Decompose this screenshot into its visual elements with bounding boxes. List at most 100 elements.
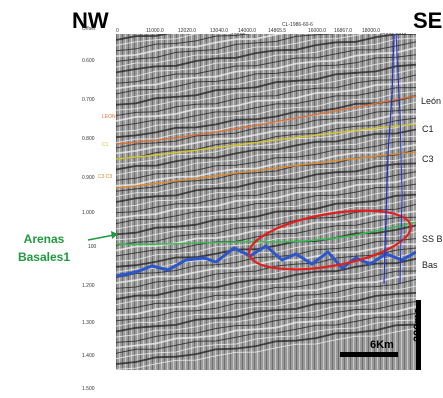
reflector: [116, 117, 416, 160]
reflector: [116, 68, 416, 111]
reflector: [116, 37, 416, 79]
reflector: [116, 128, 416, 171]
reflector: [116, 144, 416, 187]
reflector: [116, 140, 416, 181]
leon-mini-label: LEON: [102, 114, 116, 120]
c3-mini-label: C3 C3: [98, 174, 113, 180]
anomaly-ellipse: [248, 209, 412, 271]
reflector: [116, 216, 416, 257]
reflector: [116, 270, 416, 311]
reflector: [116, 122, 416, 165]
reflector: [116, 81, 416, 122]
reflector: [116, 193, 416, 236]
reflector: [116, 74, 416, 117]
arenas-arrow: [87, 231, 118, 241]
reflector-bands: [116, 34, 416, 370]
reflector: [116, 231, 416, 273]
time-tick: 0.900: [82, 175, 95, 181]
c3-horizon-line: [116, 151, 416, 189]
reflector: [116, 34, 252, 52]
time-tick: 0.800: [82, 136, 95, 142]
reflector: [116, 238, 416, 279]
reflector: [116, 156, 416, 198]
reflector: [116, 162, 416, 203]
reflector: [116, 273, 416, 317]
reflector: [116, 247, 416, 289]
c1-label: C1: [422, 124, 434, 134]
reflector: [116, 171, 416, 214]
c1-horizon-line: [116, 123, 416, 160]
time-tick: 1.400: [82, 353, 95, 359]
reflector: [116, 41, 416, 84]
reflector: [116, 319, 416, 360]
reflector: [116, 108, 416, 149]
reflector: [116, 46, 416, 90]
reflector: [116, 34, 285, 58]
reflector: [116, 292, 416, 333]
reflector: [116, 34, 416, 74]
vertical-scale-bar: [416, 300, 421, 370]
reflector: [116, 34, 337, 63]
vertical-scale-label: 200ms: [412, 307, 424, 342]
time-tick: 0.600: [82, 58, 95, 64]
seismic-section: [116, 34, 416, 370]
reflector: [116, 305, 416, 349]
reflector: [116, 183, 416, 225]
top-tick: 16867.0: [334, 28, 353, 34]
arenas-line: Arenas: [23, 232, 65, 246]
offset-zero-label: 0: [116, 28, 119, 34]
line-name-label: CL-1986-60-6: [282, 22, 313, 28]
arenas-basales-annotation: Arenas Basales1: [2, 230, 86, 266]
time-tick: 1.300: [82, 320, 95, 326]
top-tick: 14865.5: [268, 28, 287, 34]
top-tick: 16000.0: [308, 28, 327, 34]
top-tick: 12020.0: [178, 28, 197, 34]
reflector: [116, 189, 416, 230]
c3-label: C3: [422, 154, 434, 164]
top-tick: 13040.0: [210, 28, 229, 34]
horizontal-scale-bar: [340, 352, 398, 357]
reflector: [116, 176, 416, 220]
reflector: [116, 301, 416, 343]
bas-mini-label: Bas: [120, 273, 129, 279]
reflector: [116, 94, 416, 139]
reflector: [116, 135, 416, 176]
top-tick: 14000.0: [238, 28, 257, 34]
reflector: [116, 323, 416, 365]
reflector: [116, 63, 416, 106]
reflector: [116, 312, 416, 354]
reflector: [116, 198, 416, 241]
nw-direction-label: NW: [72, 8, 109, 33]
basales-line: Basales1: [17, 250, 71, 264]
offset-label: Offset: [82, 26, 96, 32]
reflector: [116, 327, 416, 370]
reflector: [116, 34, 199, 46]
reflector: [116, 87, 416, 127]
time-tick: 1.000: [82, 210, 95, 216]
reflector: [116, 113, 416, 155]
reflector: [116, 60, 416, 100]
reflector: [116, 251, 416, 295]
reflector: [116, 257, 416, 301]
reflector: [116, 265, 416, 306]
reflector: [116, 34, 365, 68]
reflector: [116, 278, 416, 322]
c1-mini-label: C1: [102, 142, 109, 148]
leon-horizon-line: [116, 95, 416, 145]
horizontal-scale-label: 6Km: [370, 339, 394, 351]
top-tick: 11000.0: [146, 28, 164, 34]
reflector: [116, 285, 416, 327]
time-tick: 0.700: [82, 97, 95, 103]
reflector: [116, 167, 416, 208]
time-tick: 1.200: [82, 283, 95, 289]
time-tick: 100: [88, 244, 97, 250]
well-trajectory: [383, 34, 395, 285]
basement-horizon-line: [116, 244, 416, 278]
ssb-label: SS B: [422, 234, 443, 244]
reflector: [116, 54, 416, 95]
se-direction-label: SE: [413, 8, 443, 33]
reflector: [116, 90, 416, 133]
reflector: [116, 297, 416, 338]
bas-label: Bas: [422, 260, 438, 270]
top-tick: 18000.0: [362, 28, 381, 34]
